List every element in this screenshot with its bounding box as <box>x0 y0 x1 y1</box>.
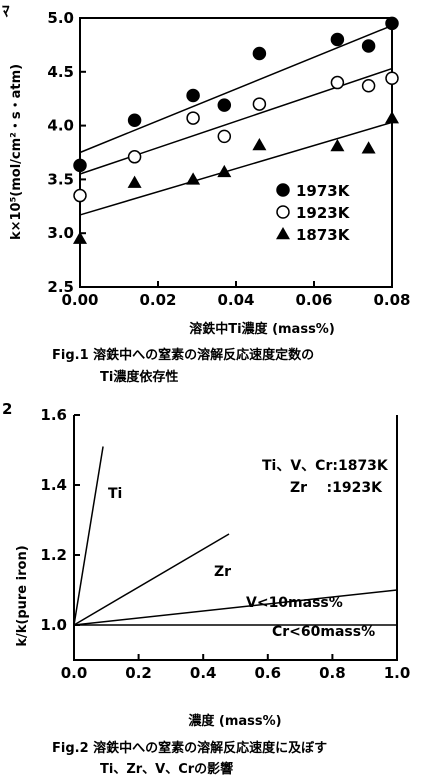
fig1-point-1973K <box>186 88 200 103</box>
fig1-y-tick-label: 3.5 <box>47 170 74 188</box>
fig1-y-axis-label: k×10⁵(mol/cm²・s・atm) <box>9 64 24 240</box>
fig1-point-1923K <box>186 111 200 125</box>
fig1-point-1873K <box>127 175 142 188</box>
fig1-plot-frame <box>79 17 393 288</box>
fig1-point-1973K <box>127 113 142 127</box>
fig1-x-tick-label: 0.00 <box>61 291 98 309</box>
fig2-line-V10mass <box>73 589 398 626</box>
fig2-ticks: 0.0 0.2 0.4 0.6 0.8 1.0 1.0 1.2 1.4 1.6 <box>40 406 410 682</box>
fig1-point-1873K <box>330 139 345 152</box>
fig2-annotation-temps-1: Ti、V、Cr:1873K <box>262 458 389 474</box>
fig2-annotation-temps-2: Zr :1923K <box>290 480 383 496</box>
fig1-x-axis-label: 溶鉄中Ti濃度 (mass%) <box>189 321 335 337</box>
fig2-line-label: V<10mass% <box>246 595 343 611</box>
fig1-point-1923K <box>385 71 399 86</box>
fig1-data-points <box>73 16 399 244</box>
fig2-line-Ti <box>73 446 104 626</box>
fig1-point-1923K <box>330 75 345 90</box>
fig2-plot-frame <box>73 415 398 661</box>
edge-fragment-bottom: 2 <box>2 400 12 418</box>
edge-fragment-top: ﾏ <box>2 2 10 20</box>
fig2-caption-line1: Fig.2 溶鉄中への窒素の溶解反応速度に及ぼす <box>52 740 327 756</box>
fig1-fit-line-1973K <box>79 24 393 154</box>
fig1-point-1873K <box>361 141 376 154</box>
fig1-point-1923K <box>252 97 267 111</box>
fig2-line-Zr <box>73 533 230 626</box>
fig1-point-1873K <box>186 172 201 185</box>
fig2-line-label: Zr <box>214 564 231 580</box>
fig1-point-1973K <box>73 158 87 173</box>
fig1-legend-marker-1923K <box>276 205 290 219</box>
fig1-legend-label: 1923K <box>296 204 351 222</box>
fig1-y-tick-label: 4.5 <box>47 63 74 81</box>
fig2-x-tick-label: 0.0 <box>61 664 88 682</box>
fig1-point-1923K <box>217 129 232 144</box>
fig2-chart: 0.0 0.2 0.4 0.6 0.8 1.0 1.0 1.2 1.4 1.6 Ti Zr V<10m… <box>15 406 410 777</box>
fig1-y-tick-label: 3.0 <box>47 224 74 242</box>
fig1-fit-line-1923K <box>79 67 393 175</box>
fig1-legend: 1973K 1923K 1873K <box>276 182 351 244</box>
fig2-y-tick-label: 1.6 <box>40 406 67 424</box>
fig1-ticks: 0.00 0.02 0.04 0.06 0.08 2.5 3.0 3.5 4.0 4.5 5.0 <box>47 9 410 309</box>
fig1-legend-label: 1873K <box>296 226 351 244</box>
fig2-line-label: Ti <box>108 486 122 502</box>
fig2-x-tick-label: 0.8 <box>319 664 346 682</box>
fig1-point-1973K <box>361 39 376 53</box>
fig1-chart: 0.00 0.02 0.04 0.06 0.08 2.5 3.0 3.5 4.0 4.5 5.0 1… <box>9 9 411 385</box>
fig2-y-tick-label: 1.2 <box>40 546 67 564</box>
fig1-point-1973K <box>330 32 345 47</box>
fig1-caption-line2: Ti濃度依存性 <box>100 369 178 385</box>
fig2-lines: Ti Zr V<10mass% Cr<60mass% <box>73 446 398 640</box>
fig1-caption-line1: Fig.1 溶鉄中への窒素の溶解反応速度定数の <box>52 347 314 363</box>
fig1-x-tick-label: 0.04 <box>217 291 254 309</box>
fig1-point-1873K <box>252 137 267 151</box>
fig1-point-1973K <box>217 98 232 112</box>
fig2-line-label: Cr<60mass% <box>272 624 375 640</box>
fig2-x-tick-label: 0.6 <box>255 664 282 682</box>
fig1-legend-label: 1973K <box>296 182 351 200</box>
fig2-caption-line2: Ti、Zr、V、Crの影響 <box>100 761 233 777</box>
fig1-y-tick-label: 2.5 <box>47 278 74 296</box>
fig2-y-tick-label: 1.4 <box>40 476 67 494</box>
fig1-legend-marker-1973K <box>276 183 290 197</box>
fig1-point-1873K <box>73 231 87 244</box>
fig1-y-tick-label: 4.0 <box>47 117 74 135</box>
fig1-fit-line-1873K <box>79 121 393 216</box>
fig2-x-tick-label: 1.0 <box>384 664 411 682</box>
fig2-x-axis-label: 濃度 (mass%) <box>188 713 281 729</box>
fig1-x-tick-label: 0.08 <box>373 291 410 309</box>
fig2-x-tick-label: 0.2 <box>125 664 152 682</box>
fig1-x-tick-label: 0.06 <box>295 291 332 309</box>
fig1-y-tick-label: 5.0 <box>47 9 74 27</box>
fig2-y-axis-label: k/k(pure iron) <box>15 545 30 646</box>
fig1-legend-marker-1873K <box>276 227 290 240</box>
fig1-x-tick-label: 0.02 <box>139 291 176 309</box>
fig2-y-tick-label: 1.0 <box>40 616 67 634</box>
fig1-point-1923K <box>127 150 142 164</box>
fig1-point-1873K <box>217 164 232 178</box>
fig1-point-1923K <box>73 188 87 203</box>
fig1-point-1923K <box>361 79 376 93</box>
fig1-point-1973K <box>385 16 399 31</box>
fig2-x-tick-label: 0.4 <box>190 664 217 682</box>
fig1-point-1973K <box>252 46 267 61</box>
fig1-point-1873K <box>385 111 399 124</box>
